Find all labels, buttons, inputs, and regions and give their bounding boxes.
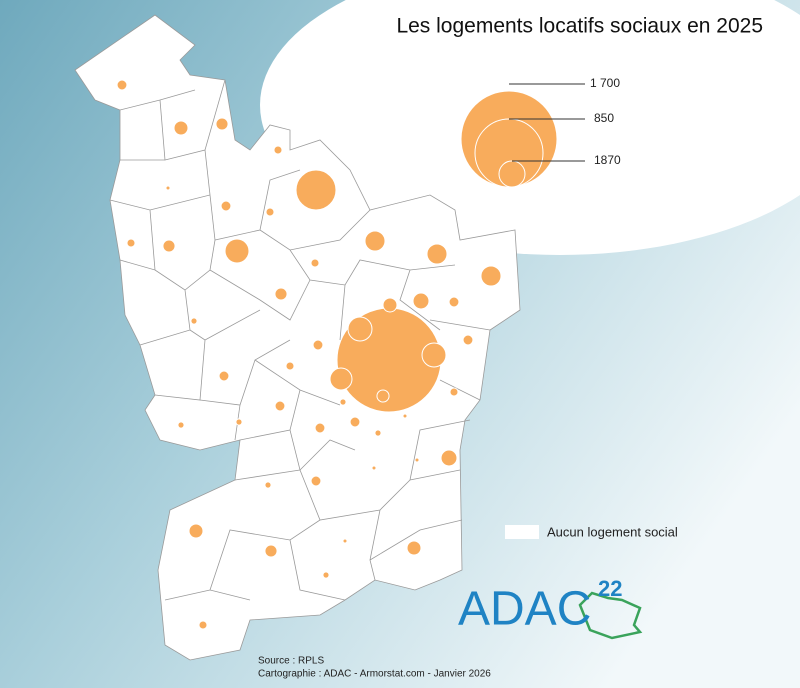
commune-circle xyxy=(220,200,232,212)
legend-circle-small xyxy=(498,160,526,188)
commune-circle xyxy=(265,207,275,217)
commune-circle xyxy=(165,185,171,191)
commune-circle xyxy=(329,367,353,391)
commune-circle xyxy=(449,387,459,397)
commune-circle xyxy=(235,418,243,426)
commune-circle xyxy=(273,145,283,155)
commune-circle xyxy=(314,422,326,434)
commune-circle xyxy=(215,117,229,131)
legend-label: 850 xyxy=(594,111,614,125)
commune-circle xyxy=(295,169,337,211)
commune-borders xyxy=(109,79,491,601)
circles xyxy=(116,79,502,630)
commune-circle xyxy=(376,389,390,403)
commune-circle xyxy=(426,243,448,265)
commune-circle xyxy=(126,238,136,248)
commune-circle xyxy=(402,413,408,419)
commune-circle xyxy=(406,540,422,556)
commune-circle xyxy=(274,400,286,412)
commune-circle xyxy=(177,421,185,429)
commune-circle xyxy=(371,465,377,471)
title: Les logements locatifs sociaux en 2025 xyxy=(396,15,763,38)
legend: 1 700 850 1870 Aucun logement social xyxy=(460,76,678,539)
commune-circle xyxy=(342,538,348,544)
commune-circle xyxy=(162,239,176,253)
commune-circle xyxy=(349,416,361,428)
commune-circle xyxy=(412,292,430,310)
legend-label: 1870 xyxy=(594,153,621,167)
commune-circle xyxy=(440,449,458,467)
commune-circle xyxy=(285,361,295,371)
territory xyxy=(74,14,521,661)
logo-superscript: 22 xyxy=(598,576,622,601)
commune-circle xyxy=(198,620,208,630)
commune-circle xyxy=(448,296,460,308)
commune-circle xyxy=(312,339,324,351)
logo-text: ADAC xyxy=(458,583,591,636)
commune-circle xyxy=(218,370,230,382)
commune-circle xyxy=(322,571,330,579)
legend-swatch xyxy=(505,525,539,539)
commune-circle xyxy=(173,120,189,136)
commune-circle xyxy=(382,297,398,313)
commune-circle xyxy=(224,238,250,264)
commune-circle xyxy=(414,457,420,463)
commune-circle xyxy=(310,475,322,487)
commune-circle xyxy=(274,287,288,301)
commune-circle xyxy=(188,523,204,539)
commune-circle xyxy=(347,316,373,342)
legend-label: Aucun logement social xyxy=(547,524,678,539)
logo-shape xyxy=(578,591,643,640)
commune-circle xyxy=(264,481,272,489)
commune-circle xyxy=(116,79,128,91)
source: Source : RPLS xyxy=(258,656,324,667)
commune-circle xyxy=(480,265,502,287)
commune-circle xyxy=(190,317,198,325)
commune-circle xyxy=(462,334,474,346)
commune-circle xyxy=(364,230,386,252)
commune-circle xyxy=(339,398,347,406)
credits: Cartographie : ADAC - Armorstat.com - Ja… xyxy=(258,669,491,680)
commune-circle xyxy=(374,429,382,437)
logo: ADAC 22 xyxy=(458,576,643,640)
commune-circle xyxy=(421,342,447,368)
commune-circle xyxy=(264,544,278,558)
legend-label: 1 700 xyxy=(590,76,620,90)
commune-circle xyxy=(310,258,320,268)
